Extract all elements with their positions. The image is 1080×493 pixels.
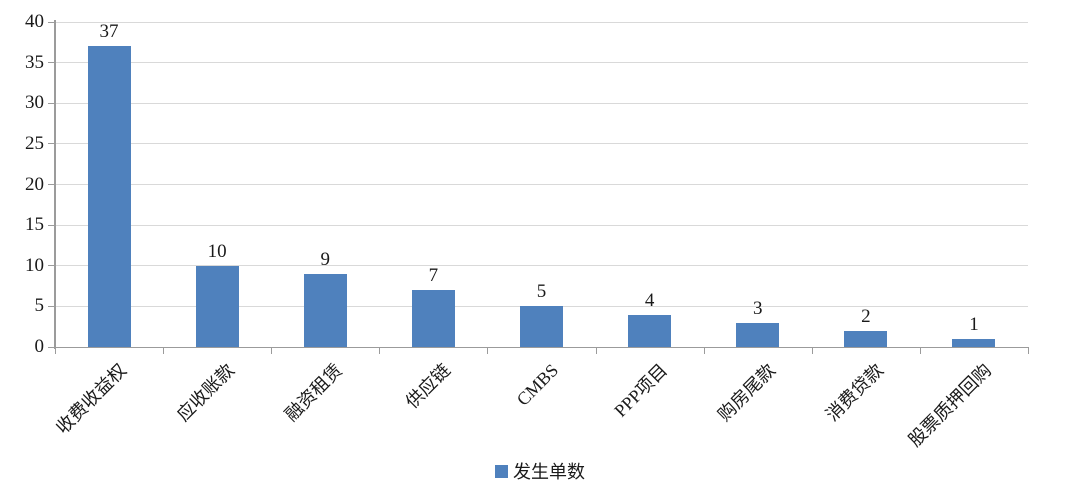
x-axis-tick bbox=[919, 347, 921, 354]
bar bbox=[952, 338, 996, 347]
x-axis-line bbox=[54, 346, 1029, 348]
y-axis-tick bbox=[48, 265, 55, 267]
gridline bbox=[55, 21, 1028, 23]
y-axis-label: 25 bbox=[25, 132, 44, 154]
legend-swatch-icon bbox=[495, 464, 508, 478]
bar bbox=[736, 322, 780, 347]
y-axis-label: 0 bbox=[34, 336, 45, 357]
x-axis-tick bbox=[811, 347, 813, 354]
y-axis-label: 40 bbox=[25, 11, 44, 32]
gridline bbox=[55, 265, 1028, 267]
y-axis-tick bbox=[48, 102, 55, 104]
bar-value-label: 7 bbox=[428, 265, 439, 287]
bar bbox=[844, 330, 888, 347]
bar-value-label: 2 bbox=[861, 305, 871, 327]
x-axis-tick bbox=[703, 347, 705, 354]
x-axis-label: 应收账款 bbox=[173, 360, 239, 426]
y-axis-tick bbox=[48, 305, 55, 307]
y-axis-tick bbox=[48, 184, 55, 185]
x-axis-label: 融资租赁 bbox=[281, 360, 347, 426]
bar-value-label: 4 bbox=[644, 289, 655, 311]
x-axis-label: CMBS bbox=[513, 360, 563, 410]
x-axis-label: 消费贷款 bbox=[821, 360, 887, 426]
bar-value-label: 37 bbox=[99, 21, 119, 43]
x-axis-tick bbox=[487, 347, 489, 354]
y-axis-tick bbox=[48, 346, 55, 348]
y-axis-label: 15 bbox=[25, 214, 44, 236]
x-axis-tick bbox=[163, 347, 165, 354]
x-axis-tick bbox=[379, 347, 381, 354]
bar-value-label: 3 bbox=[752, 297, 763, 319]
y-axis-label: 10 bbox=[25, 254, 44, 276]
bar bbox=[195, 265, 239, 347]
y-axis-label: 5 bbox=[34, 295, 45, 317]
x-axis-tick bbox=[1028, 347, 1029, 354]
x-axis-label: PPP项目 bbox=[609, 360, 671, 421]
bar bbox=[411, 290, 455, 347]
y-axis-label: 30 bbox=[25, 92, 44, 114]
y-axis-label: 35 bbox=[25, 51, 44, 73]
gridline bbox=[55, 143, 1028, 145]
legend-label: 发生单数 bbox=[513, 462, 585, 482]
gridline bbox=[55, 62, 1028, 64]
bar bbox=[303, 273, 347, 347]
y-axis-label: 20 bbox=[25, 173, 44, 195]
bar bbox=[520, 306, 563, 347]
x-axis-label: 收费收益权 bbox=[52, 360, 131, 438]
y-axis-tick bbox=[48, 62, 55, 64]
x-axis-label: 股票质押回购 bbox=[904, 360, 996, 451]
x-axis-label: 购房尾款 bbox=[713, 360, 779, 426]
x-axis-tick bbox=[55, 347, 56, 354]
bar bbox=[87, 46, 131, 347]
gridline bbox=[55, 184, 1028, 185]
x-axis-label: 供应链 bbox=[402, 360, 455, 413]
gridline bbox=[55, 102, 1028, 104]
y-axis-tick bbox=[48, 224, 55, 226]
bar-value-label: 9 bbox=[320, 248, 331, 270]
y-axis-tick bbox=[48, 21, 55, 23]
bar-value-label: 1 bbox=[969, 313, 979, 335]
legend: 发生单数 bbox=[0, 458, 1080, 484]
gridline bbox=[55, 224, 1028, 226]
bar bbox=[628, 314, 672, 347]
bar-value-label: 10 bbox=[207, 240, 227, 262]
y-axis-tick bbox=[48, 143, 55, 145]
bar-value-label: 5 bbox=[536, 281, 547, 303]
x-axis-tick bbox=[271, 347, 273, 354]
y-axis-line bbox=[54, 20, 56, 349]
x-axis-tick bbox=[595, 347, 597, 354]
